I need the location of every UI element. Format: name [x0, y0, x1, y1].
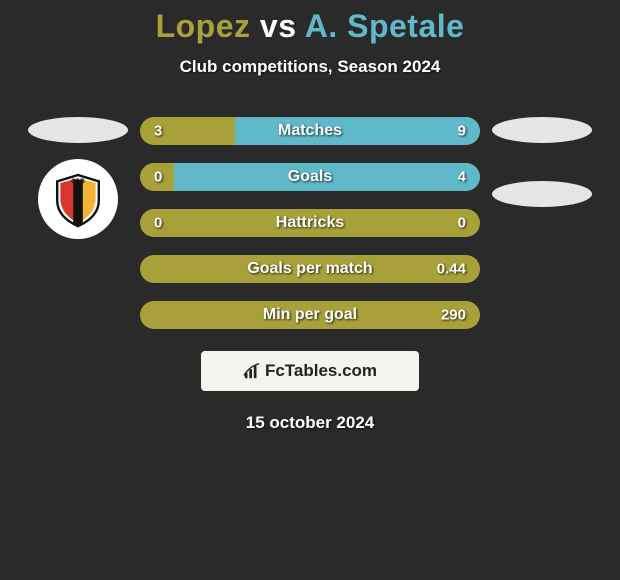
stat-label: Min per goal — [263, 306, 357, 324]
player1-name: Lopez — [156, 8, 251, 44]
svg-text:CAB: CAB — [71, 178, 85, 185]
stats-column: 3 Matches 9 0 Goals 4 0 Hattricks 0 Goals per mat… — [140, 117, 480, 329]
player1-club-badge: CAB — [38, 159, 118, 239]
stat-value-left: 3 — [154, 123, 162, 140]
stat-value-left: 0 — [154, 215, 162, 232]
stat-bar: 0 Goals 4 — [140, 163, 480, 191]
stat-value-right: 0.44 — [437, 261, 466, 278]
stat-value-left: 0 — [154, 169, 162, 186]
stat-value-right: 9 — [458, 123, 466, 140]
date-text: 15 october 2024 — [0, 413, 620, 433]
stat-value-right: 4 — [458, 169, 466, 186]
stat-label: Hattricks — [276, 214, 344, 232]
comparison-card: Lopez vs A. Spetale Club competitions, S… — [0, 0, 620, 433]
branding-text: FcTables.com — [265, 361, 377, 381]
right-column — [492, 117, 592, 329]
stat-value-right: 290 — [441, 307, 466, 324]
stat-bar: 0 Hattricks 0 — [140, 209, 480, 237]
content-row: CAB 3 Matches 9 0 Goals 4 0 Hattricks 0 Goals per… — [0, 117, 620, 329]
stat-bar-fill-right — [235, 117, 480, 145]
stat-bar: Goals per match 0.44 — [140, 255, 480, 283]
stat-value-right: 0 — [458, 215, 466, 232]
title: Lopez vs A. Spetale — [0, 8, 620, 45]
shield-icon: CAB — [46, 167, 110, 231]
stat-label: Goals — [288, 168, 332, 186]
subtitle: Club competitions, Season 2024 — [0, 57, 620, 77]
stat-label: Goals per match — [247, 260, 372, 278]
player2-club-placeholder — [492, 181, 592, 207]
player1-avatar-placeholder — [28, 117, 128, 143]
left-column: CAB — [28, 117, 128, 329]
stat-bar: Min per goal 290 — [140, 301, 480, 329]
stat-bar: 3 Matches 9 — [140, 117, 480, 145]
vs-text: vs — [260, 8, 297, 44]
player2-avatar-placeholder — [492, 117, 592, 143]
stat-label: Matches — [278, 122, 342, 140]
player2-name: A. Spetale — [305, 8, 465, 44]
branding-box[interactable]: FcTables.com — [201, 351, 419, 391]
bar-chart-icon — [243, 362, 261, 380]
